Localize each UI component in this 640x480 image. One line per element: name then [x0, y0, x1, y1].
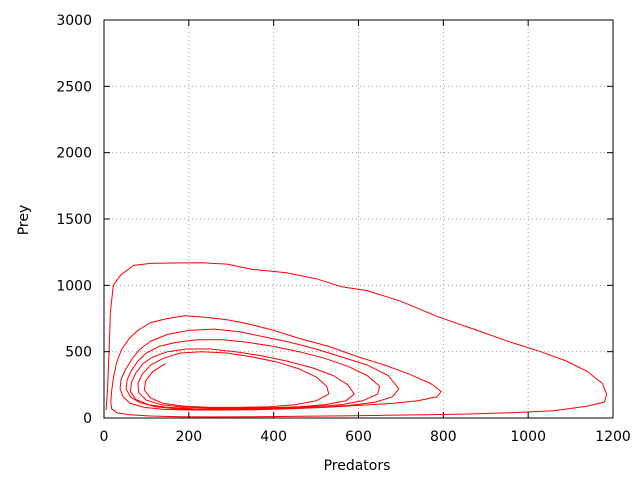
y-tick-label-0: 0	[83, 411, 92, 427]
y-tick-label-2: 1000	[56, 278, 92, 294]
series-line-0	[105, 262, 608, 418]
y-tick-label-1: 500	[65, 345, 92, 361]
x-tick-label-5: 1000	[510, 429, 546, 445]
y-axis-title: Prey	[16, 205, 32, 236]
x-tick-label-2: 400	[260, 429, 287, 445]
grid-lines	[104, 20, 613, 418]
x-tick-label-1: 200	[175, 429, 202, 445]
tick-labels: 0 200 400 600 800 1000 1200 0 500 1000 1500 2000 250…	[56, 13, 630, 445]
x-tick-label-4: 800	[430, 429, 457, 445]
y-tick-label-5: 2500	[56, 79, 92, 95]
x-tick-label-0: 0	[100, 429, 109, 445]
y-tick-label-4: 2000	[56, 146, 92, 162]
series-group	[105, 262, 608, 418]
x-tick-label-3: 600	[345, 429, 372, 445]
x-axis-title: Predators	[324, 458, 391, 474]
axis-ticks	[103, 19, 614, 419]
y-tick-label-6: 3000	[56, 13, 92, 29]
y-tick-label-3: 1500	[56, 212, 92, 228]
x-tick-label-6: 1200	[595, 429, 631, 445]
